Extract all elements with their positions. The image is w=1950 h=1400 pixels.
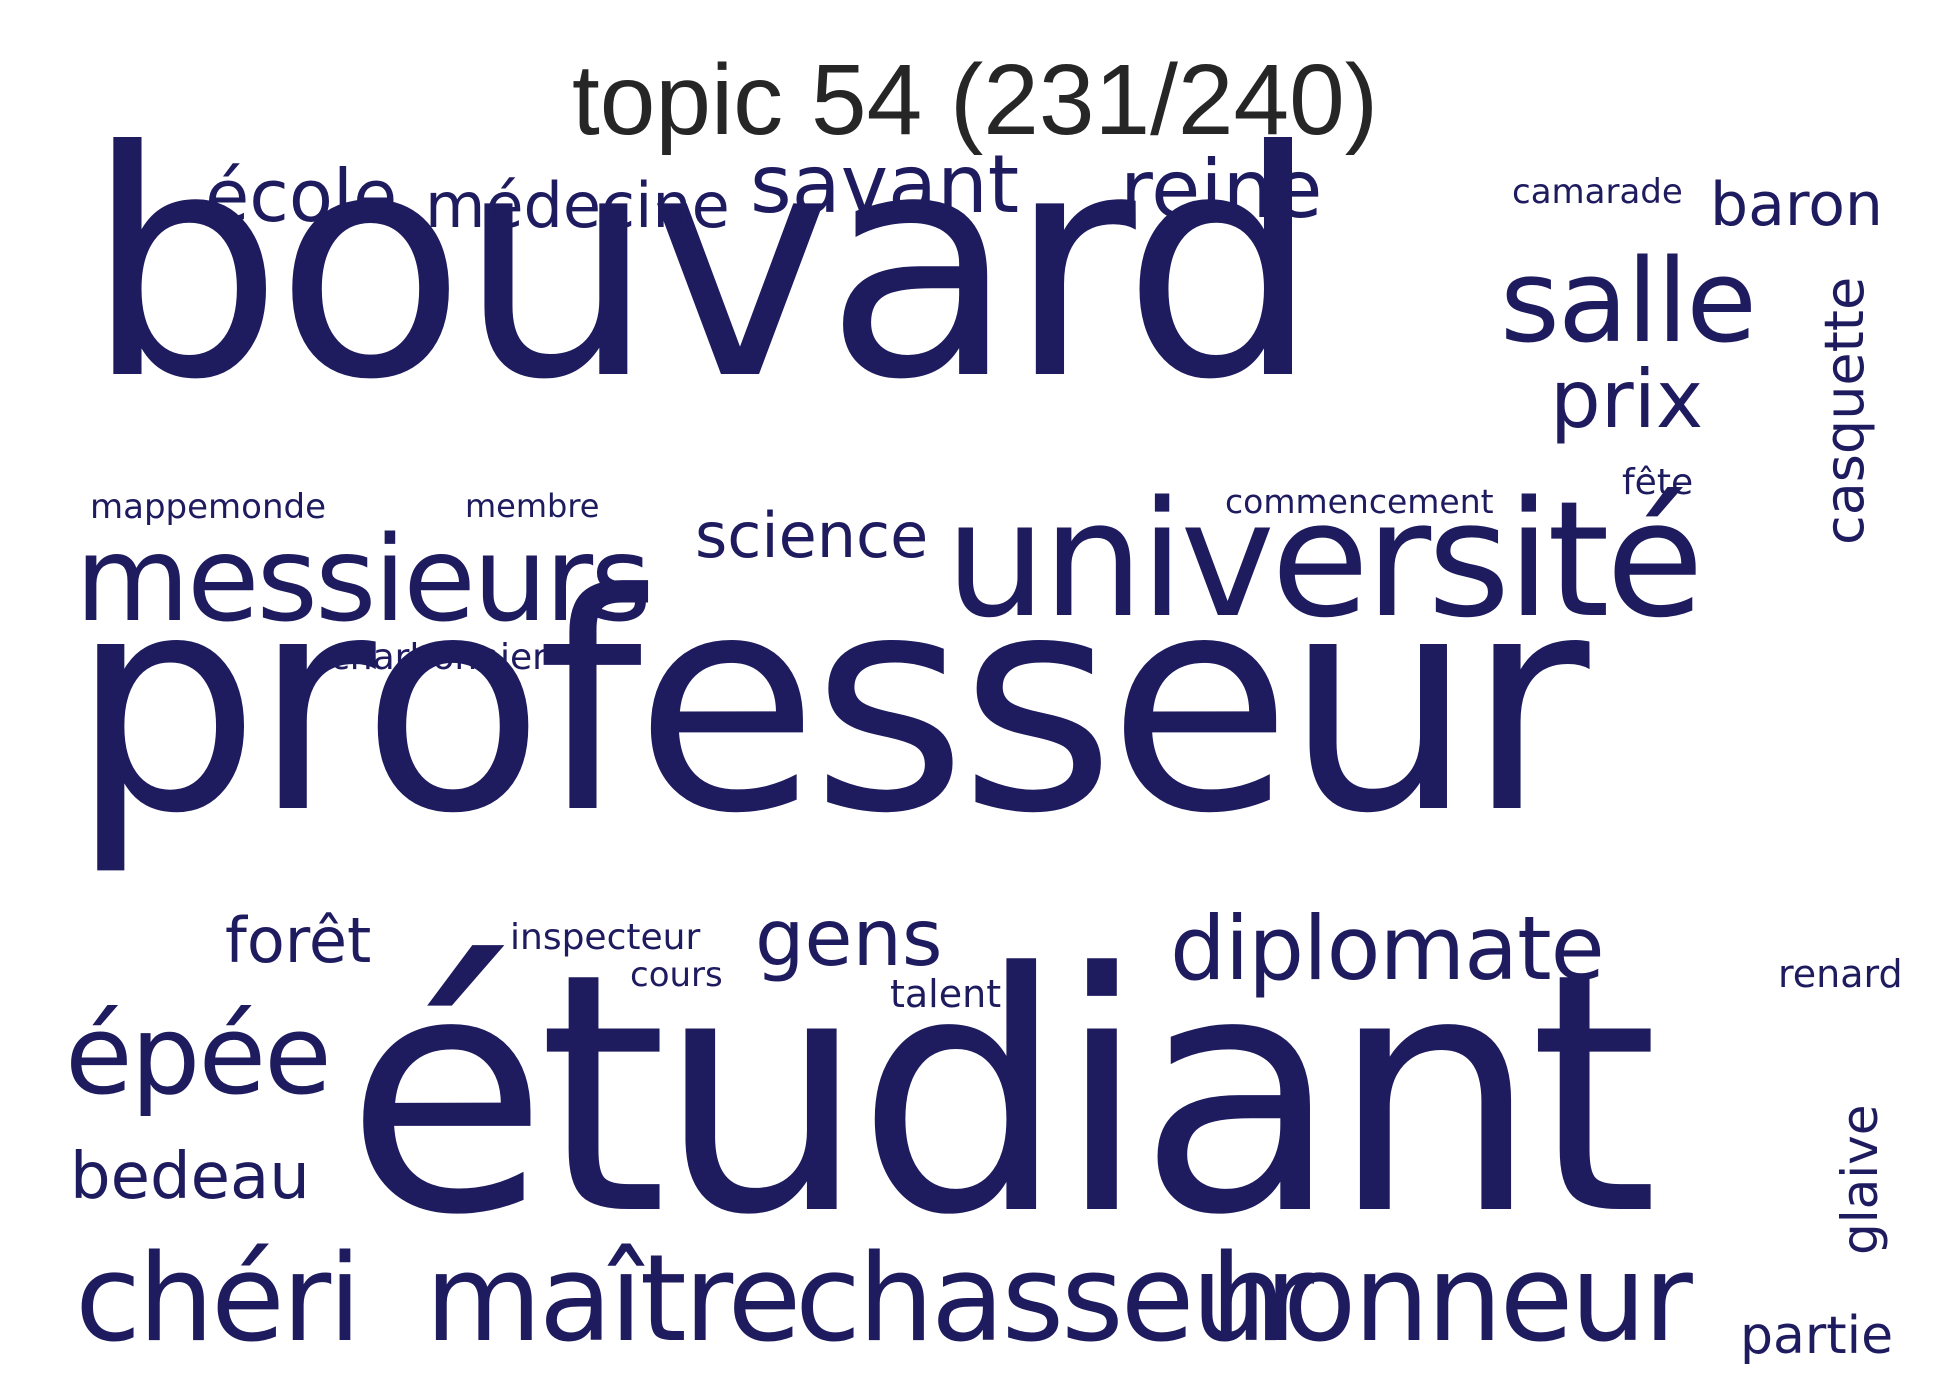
word-diplomate: diplomate	[1170, 897, 1605, 1000]
word-cours: cours	[630, 955, 723, 995]
word-honneur: honneur	[1210, 1230, 1693, 1369]
word-gens: gens	[755, 894, 943, 984]
word-foret: forêt	[225, 904, 372, 977]
word-messieurs: messieurs	[75, 510, 652, 648]
word-charbonnier: charbonnier	[330, 637, 547, 678]
plot-title: topic 54 (231/240)	[571, 44, 1379, 156]
word-science: science	[695, 499, 929, 572]
word-professeur: professeur	[70, 530, 1590, 879]
word-membre: membre	[465, 487, 600, 525]
word-etudiant: étudiant	[345, 903, 1658, 1287]
word-mappemonde: mappemonde	[90, 487, 327, 527]
word-chasseur: chasseur	[795, 1230, 1314, 1369]
word-universite: université	[945, 466, 1704, 653]
word-fete: fête	[1622, 462, 1694, 503]
word-baron: baron	[1710, 170, 1883, 240]
word-bouvard: bouvard	[85, 84, 1320, 448]
word-prix: prix	[1550, 353, 1704, 446]
word-bedeau: bedeau	[70, 1140, 310, 1214]
word-talent: talent	[890, 972, 1002, 1016]
word-glaive: glaive	[1831, 1104, 1889, 1255]
word-camarade: camarade	[1512, 172, 1683, 212]
word-maitre: maître	[425, 1230, 801, 1369]
word-casquette: casquette	[1813, 276, 1876, 545]
word-epee: épée	[65, 991, 332, 1119]
word-cheri: chéri	[75, 1230, 362, 1369]
word-renard: renard	[1778, 952, 1903, 996]
word-reine: reine	[1120, 143, 1323, 236]
word-inspecteur: inspecteur	[510, 917, 701, 958]
word-commencement: commencement	[1225, 482, 1494, 521]
word-partie: partie	[1740, 1306, 1894, 1366]
word-medecine: médecine	[425, 169, 730, 242]
word-ecole: école	[205, 154, 398, 238]
word-salle: salle	[1500, 235, 1757, 369]
word-savant: savant	[750, 138, 1020, 231]
